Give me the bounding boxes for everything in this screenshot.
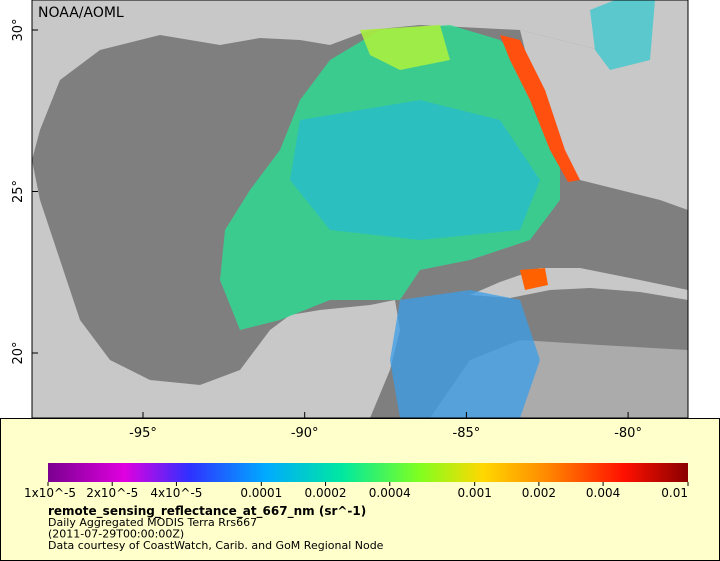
lon-tick-label: -90° — [291, 426, 319, 441]
data-cuba-high — [520, 268, 548, 290]
lon-tick-label: -95° — [129, 426, 157, 441]
data-field-north — [360, 25, 450, 70]
colorbar-tick-label: 0.004 — [586, 486, 620, 500]
data-coast-high — [500, 35, 580, 182]
data-field-south — [390, 290, 540, 418]
colorbar-tick-label: 0.0001 — [240, 486, 282, 500]
colorbar-tick-label: 1x10^-5 — [24, 486, 76, 500]
data-field-atlantic — [590, 0, 655, 70]
colorbar-tick-label: 0.0004 — [369, 486, 411, 500]
data-field-low — [290, 100, 540, 240]
legend-line: Daily Aggregated MODIS Terra Rrs667 — [48, 516, 257, 529]
legend-text: remote_sensing_reflectance_at_667_nm (sr… — [48, 504, 366, 519]
colorbar-tick-label: 2x10^-5 — [86, 486, 138, 500]
lat-tick-label: 30° — [11, 18, 26, 41]
colorbar-tick-label: 0.002 — [522, 486, 556, 500]
legend-line: Data courtesy of CoastWatch, Carib. and … — [48, 539, 384, 552]
legend-line: (2011-07-29T00:00:00Z) — [48, 528, 184, 541]
colorbar-tick-label: 0.001 — [457, 486, 491, 500]
legend-panel — [0, 418, 720, 561]
lon-tick-label: -85° — [453, 426, 481, 441]
lat-tick-label: 25° — [11, 180, 26, 203]
colorbar-tick-label: 0.0002 — [305, 486, 347, 500]
lat-tick-label: 20° — [11, 341, 26, 364]
map-title: NOAA/AOML — [38, 5, 124, 21]
colorbar-tick-label: 0.01 — [661, 486, 688, 500]
colorbar — [48, 463, 688, 482]
land-mexico — [32, 160, 400, 418]
land-north — [32, 0, 600, 160]
lon-tick-label: -80° — [614, 426, 642, 441]
colorbar-tick-label: 4x10^-5 — [150, 486, 202, 500]
legend-variable: remote_sensing_reflectance_at_667_nm (sr… — [48, 504, 366, 519]
map — [32, 0, 688, 418]
